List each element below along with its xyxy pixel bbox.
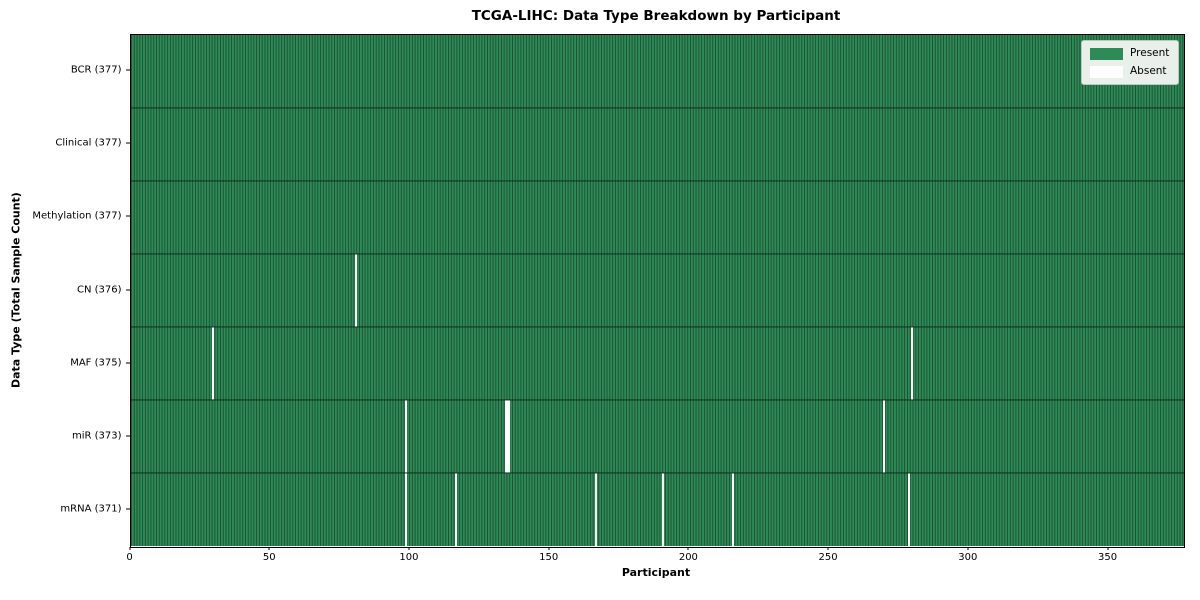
absent-line-mrna-116 bbox=[455, 473, 458, 547]
x-tick-label-200: 200 bbox=[678, 551, 698, 563]
x-tick-label-250: 250 bbox=[818, 551, 838, 563]
y-axis-tick bbox=[126, 69, 130, 71]
absent-line-maf-279 bbox=[910, 327, 913, 401]
absent-line-mrna-98 bbox=[404, 473, 408, 547]
legend-item-present: Present bbox=[1090, 47, 1169, 60]
row-divider bbox=[130, 180, 1184, 182]
y-tick-label-methylation: Methylation (377) bbox=[32, 210, 122, 222]
chart-title: TCGA-LIHC: Data Type Breakdown by Partic… bbox=[471, 8, 841, 24]
legend-swatch-absent bbox=[1090, 65, 1123, 78]
x-axis-label: Participant bbox=[621, 566, 691, 579]
absent-line-mrna-190 bbox=[661, 473, 665, 547]
y-tick-label-mrna: mRNA (371) bbox=[60, 503, 122, 515]
x-tick-label-50: 50 bbox=[262, 551, 276, 563]
y-tick-label-bcr: BCR (377) bbox=[70, 64, 122, 76]
absent-line-mir-269 bbox=[882, 400, 885, 474]
row-divider bbox=[130, 399, 1184, 401]
row-divider bbox=[130, 107, 1184, 109]
y-axis-tick bbox=[126, 142, 130, 144]
plot-area bbox=[129, 33, 1185, 548]
heatmap-row-mir bbox=[130, 400, 1184, 474]
x-tick-label-100: 100 bbox=[399, 551, 419, 563]
x-tick-label-150: 150 bbox=[539, 551, 559, 563]
absent-line-mir-135 bbox=[508, 400, 511, 474]
y-axis-tick bbox=[126, 215, 130, 217]
y-axis: BCR (377) Clinical (377) Methylation (377)… bbox=[0, 34, 130, 546]
absent-line-maf-29 bbox=[212, 327, 215, 401]
heatmap-row-maf bbox=[130, 327, 1184, 401]
x-axis: 0 50 100 150 200 250 300 350 bbox=[126, 546, 1184, 569]
y-axis-tick bbox=[126, 362, 130, 364]
x-axis-tick bbox=[967, 546, 969, 550]
absent-line-mrna-166 bbox=[594, 473, 598, 547]
x-axis-tick bbox=[408, 546, 410, 550]
legend: Present Absent bbox=[1081, 40, 1180, 85]
absent-line-cn-80 bbox=[354, 253, 357, 328]
heatmap-row-cn bbox=[130, 253, 1184, 328]
y-tick-label-maf: MAF (375) bbox=[70, 357, 122, 369]
absent-line-mrna-278 bbox=[907, 473, 911, 547]
y-axis-tick bbox=[126, 289, 130, 290]
y-tick-label-cn: CN (376) bbox=[76, 284, 122, 295]
absent-line-mir-98 bbox=[404, 400, 408, 474]
x-tick-label-350: 350 bbox=[1098, 551, 1118, 563]
x-axis-tick bbox=[687, 546, 689, 550]
heatmap-row-mrna bbox=[130, 473, 1184, 547]
absent-line-mrna-215 bbox=[731, 473, 734, 547]
x-axis-tick bbox=[1107, 546, 1109, 550]
heatmap-row-bcr bbox=[130, 34, 1184, 108]
x-axis-tick bbox=[827, 546, 829, 550]
x-axis-tick bbox=[129, 546, 130, 550]
y-axis-tick bbox=[126, 435, 130, 437]
legend-item-absent: Absent bbox=[1090, 65, 1169, 78]
x-tick-label-0: 0 bbox=[126, 551, 133, 563]
legend-label-absent: Absent bbox=[1130, 65, 1167, 77]
row-divider bbox=[130, 253, 1184, 255]
legend-label-present: Present bbox=[1130, 47, 1170, 59]
legend-swatch-present bbox=[1090, 47, 1123, 60]
heatmap-row-methylation bbox=[130, 180, 1184, 254]
heatmap-row-clinical bbox=[130, 107, 1184, 181]
absent-line-mir-134 bbox=[505, 400, 508, 474]
row-divider bbox=[130, 326, 1184, 328]
y-tick-label-mir: miR (373) bbox=[71, 430, 122, 442]
y-tick-label-clinical: Clinical (377) bbox=[55, 137, 122, 149]
x-axis-tick bbox=[268, 546, 270, 550]
x-axis-tick bbox=[548, 546, 550, 550]
x-tick-label-300: 300 bbox=[958, 551, 978, 563]
row-divider bbox=[130, 472, 1184, 474]
y-axis-tick bbox=[126, 508, 130, 510]
